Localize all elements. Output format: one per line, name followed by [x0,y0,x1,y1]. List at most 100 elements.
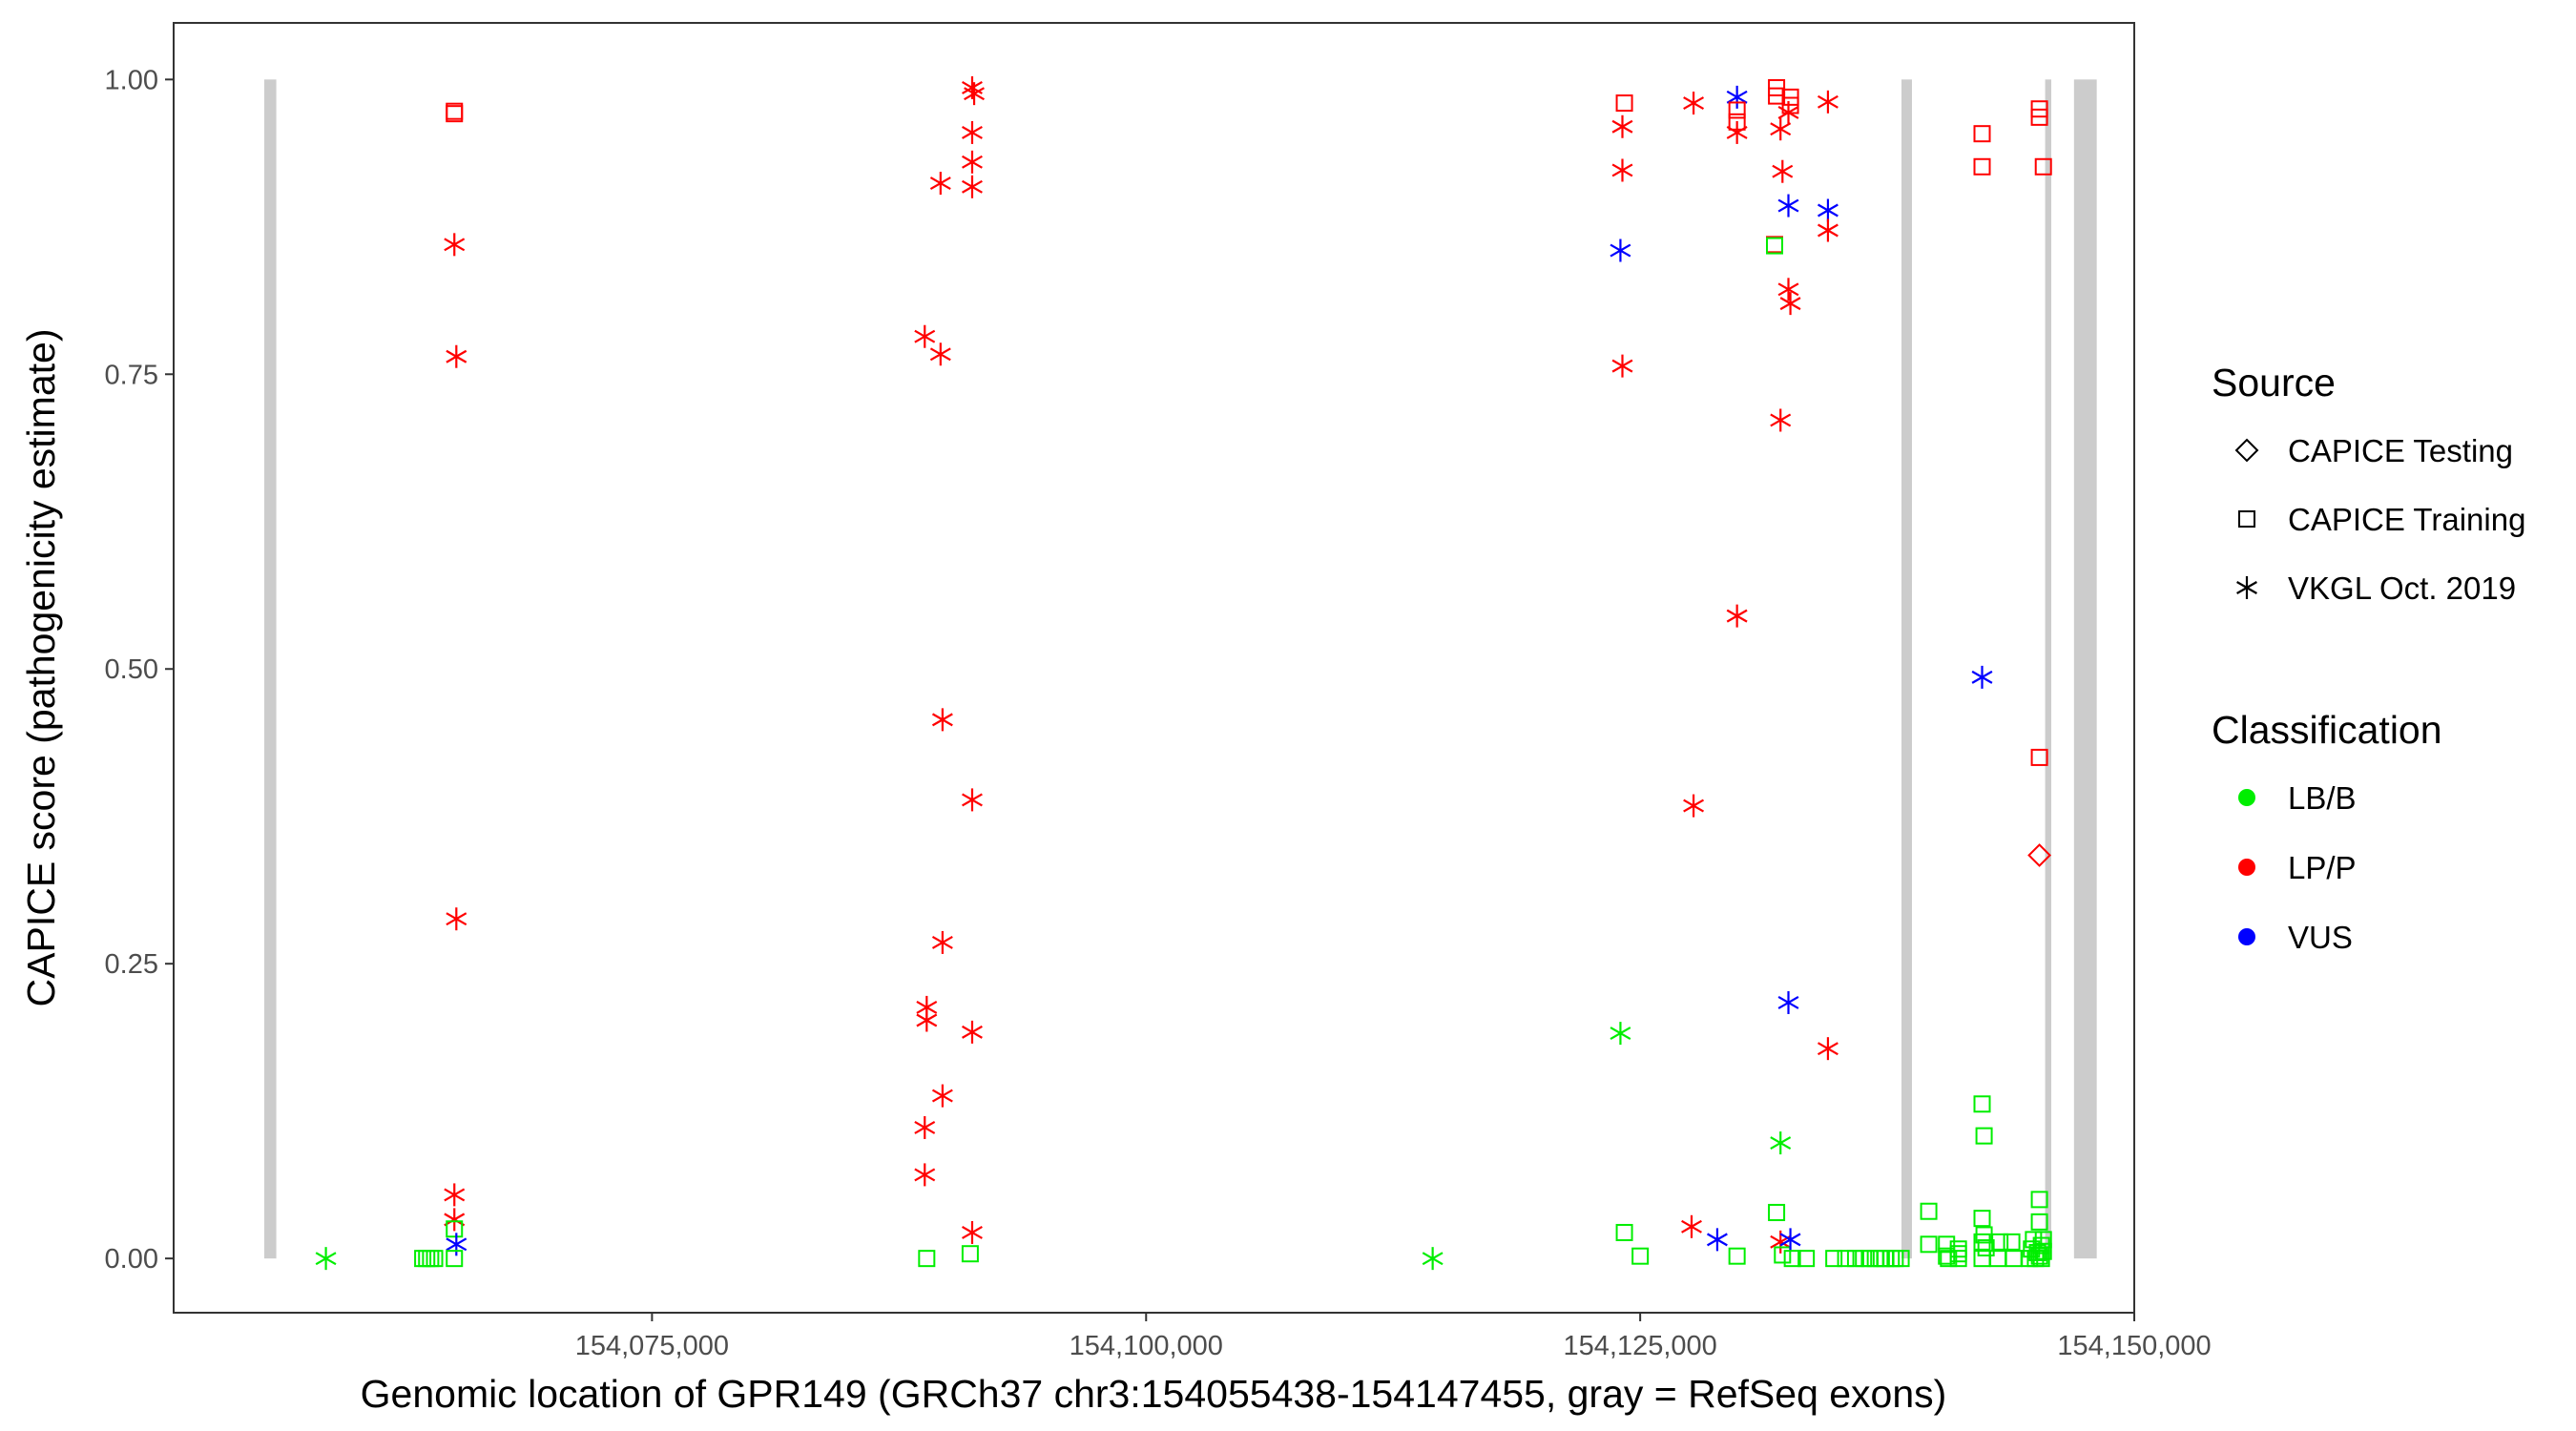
legend-square-icon [2238,510,2255,528]
data-point-vkgl [1610,238,1631,262]
data-point-vkgl [962,788,983,812]
legend-class-item-lbb: LB/B [2238,780,2357,816]
data-point-vkgl [929,342,951,366]
data-point-training [1977,1239,1995,1257]
data-point-training [1615,94,1633,113]
data-point-vkgl [1610,1022,1631,1046]
data-point-training [1766,237,1784,255]
data-point-vkgl [914,1163,936,1187]
x-axis-title: Genomic location of GPR149 (GRCh37 chr3:… [361,1372,1947,1416]
data-point-vkgl [1681,1214,1702,1238]
data-point-testing [2027,843,2052,867]
legend: Source CAPICE Testing CAPICE Training VK… [2212,361,2525,955]
data-point-vkgl [1772,159,1794,183]
legend-dot-icon [2238,859,2255,876]
data-point-training [1973,1210,1991,1228]
data-point-training [1825,1250,1843,1268]
data-point-vkgl [444,1183,466,1207]
data-point-vkgl [931,708,953,732]
data-point-vkgl [1817,198,1839,222]
data-point-vkgl [1971,665,1993,689]
data-point-training [446,1250,464,1268]
data-point-training [2032,1236,2050,1255]
x-tick-label: 154,075,000 [575,1331,729,1361]
data-point-vkgl [962,1220,983,1244]
data-point-training [1615,1223,1633,1241]
data-point-training [426,1250,444,1268]
x-tick-label: 154,125,000 [1564,1331,1717,1361]
data-point-vkgl [1726,85,1748,109]
legend-class-item-lpp: LP/P [2238,850,2357,885]
data-point-training [1728,101,1746,119]
data-point-vkgl [914,324,936,348]
data-point-training [1973,125,1991,143]
data-point-vkgl [1611,114,1633,138]
y-axis-title: CAPICE score (pathogenicity estimate) [19,329,63,1007]
data-point-training [1797,1250,1816,1268]
data-point-training [1920,1202,1938,1220]
legend-source-label: CAPICE Training [2288,502,2525,537]
legend-source-title: Source [2212,361,2336,404]
data-point-vkgl [1777,278,1799,301]
x-axis: 154,075,000 154,100,000 154,125,000 154,150… [575,1313,2212,1361]
legend-dot-icon [2238,928,2255,945]
data-point-training [1768,87,1786,105]
data-point-vkgl [1770,1131,1792,1155]
data-point-vkgl [1777,194,1799,218]
x-tick-label: 154,150,000 [2057,1331,2211,1361]
data-point-vkgl [315,1247,337,1271]
data-point-training [1892,1250,1910,1268]
data-point-vkgl [446,907,467,931]
data-point-vkgl [1611,354,1633,378]
data-point-training [2030,1213,2048,1231]
data-point-training [1975,1127,1993,1145]
data-point-training [1774,1246,1792,1264]
legend-diamond-icon [2234,438,2259,463]
legend-source-item-training: CAPICE Training [2238,502,2525,537]
data-point-vkgl [1817,90,1839,114]
y-tick-label: 0.00 [105,1244,158,1275]
data-point-training [1991,1233,2009,1251]
data-point-training [1973,1233,1991,1251]
data-point-training [446,1220,464,1238]
data-point-vkgl [914,1115,936,1139]
legend-source-label: CAPICE Testing [2288,433,2513,468]
data-point-training [2034,157,2052,176]
data-point-training [1768,1203,1786,1221]
legend-source-item-vkgl: VKGL Oct. 2019 [2236,570,2516,606]
data-point-training [2030,1191,2048,1209]
data-point-vkgl [1422,1247,1444,1271]
data-point-vkgl [962,175,983,198]
data-point-training [961,1245,979,1263]
y-axis: 0.00 0.25 0.50 0.75 1.00 [105,65,174,1275]
data-point-vkgl [1706,1228,1728,1252]
data-point-vkgl [962,120,983,144]
data-point-training [1783,1250,1801,1268]
data-point-vkgl [962,1020,983,1044]
data-point-training [2032,1250,2050,1268]
data-points [315,75,2052,1271]
data-point-vkgl [444,233,466,257]
data-point-training [1940,1250,1958,1268]
legend-source-item-testing: CAPICE Testing [2234,433,2513,468]
data-point-training [2003,1233,2021,1251]
data-point-vkgl [1779,292,1801,316]
x-tick-label: 154,100,000 [1070,1331,1223,1361]
data-point-vkgl [929,172,951,196]
exon-band [2045,79,2052,1259]
data-point-vkgl [916,1008,938,1032]
data-point-training [1728,1247,1746,1265]
legend-asterisk-icon [2236,576,2257,599]
data-point-vkgl [962,150,983,174]
data-point-vkgl [1770,408,1792,432]
y-tick-label: 1.00 [105,65,158,95]
legend-class-label: LP/P [2288,850,2357,885]
data-point-training [1837,1250,1855,1268]
data-point-vkgl [444,1208,466,1232]
legend-classification-title: Classification [2212,708,2442,752]
legend-class-label: VUS [2288,920,2353,955]
data-point-vkgl [1817,218,1839,242]
data-point-vkgl [931,930,953,954]
